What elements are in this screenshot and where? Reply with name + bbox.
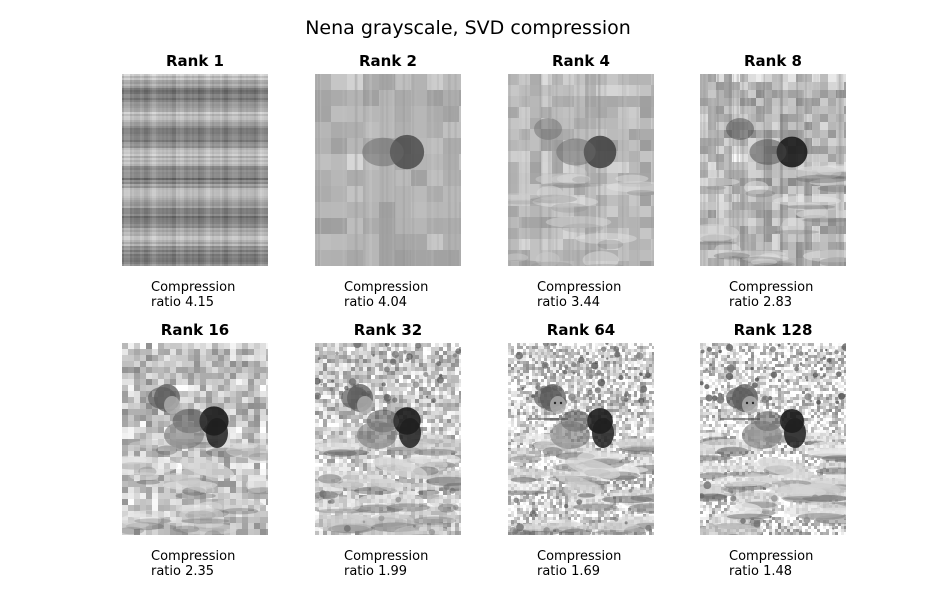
panel-title: Rank 2 — [359, 52, 417, 70]
caption-line-2: ratio 1.99 — [344, 564, 408, 579]
compression-caption: Compression ratio 1.69 — [537, 549, 621, 579]
compression-caption: Compression ratio 4.15 — [151, 280, 235, 310]
figure-title: Nena grayscale, SVD compression — [305, 17, 631, 39]
caption-line-2: ratio 1.48 — [729, 564, 793, 579]
compression-caption: Compression ratio 2.35 — [151, 549, 235, 579]
compressed-image — [315, 74, 461, 266]
compressed-image — [122, 343, 268, 535]
caption-line-2: ratio 2.83 — [729, 295, 793, 310]
caption-line-2: ratio 4.15 — [151, 295, 215, 310]
caption-line-1: Compression — [151, 549, 236, 564]
caption-line-2: ratio 1.69 — [537, 564, 601, 579]
caption-line-1: Compression — [729, 549, 814, 564]
compression-caption: Compression ratio 1.48 — [729, 549, 813, 579]
caption-line-1: Compression — [344, 280, 429, 295]
panel-title: Rank 4 — [552, 52, 610, 70]
caption-line-2: ratio 4.04 — [344, 295, 408, 310]
compressed-image — [508, 343, 654, 535]
panel-title: Rank 64 — [546, 321, 616, 339]
compression-caption: Compression ratio 1.99 — [344, 549, 428, 579]
caption-line-1: Compression — [151, 280, 236, 295]
compressed-image — [700, 74, 846, 266]
compressed-image — [508, 74, 654, 266]
caption-line-1: Compression — [344, 549, 429, 564]
caption-line-1: Compression — [537, 280, 622, 295]
compressed-image — [700, 343, 846, 535]
panel-title: Rank 128 — [733, 321, 813, 339]
caption-line-2: ratio 2.35 — [151, 564, 215, 579]
compressed-image — [122, 74, 268, 266]
panel-title: Rank 1 — [166, 52, 224, 70]
compressed-image — [315, 343, 461, 535]
compression-caption: Compression ratio 2.83 — [729, 280, 813, 310]
caption-line-1: Compression — [729, 280, 814, 295]
panel-title: Rank 8 — [744, 52, 802, 70]
caption-line-2: ratio 3.44 — [537, 295, 601, 310]
panel-title: Rank 32 — [353, 321, 423, 339]
panel-title: Rank 16 — [160, 321, 230, 339]
compression-caption: Compression ratio 3.44 — [537, 280, 621, 310]
compression-caption: Compression ratio 4.04 — [344, 280, 428, 310]
caption-line-1: Compression — [537, 549, 622, 564]
